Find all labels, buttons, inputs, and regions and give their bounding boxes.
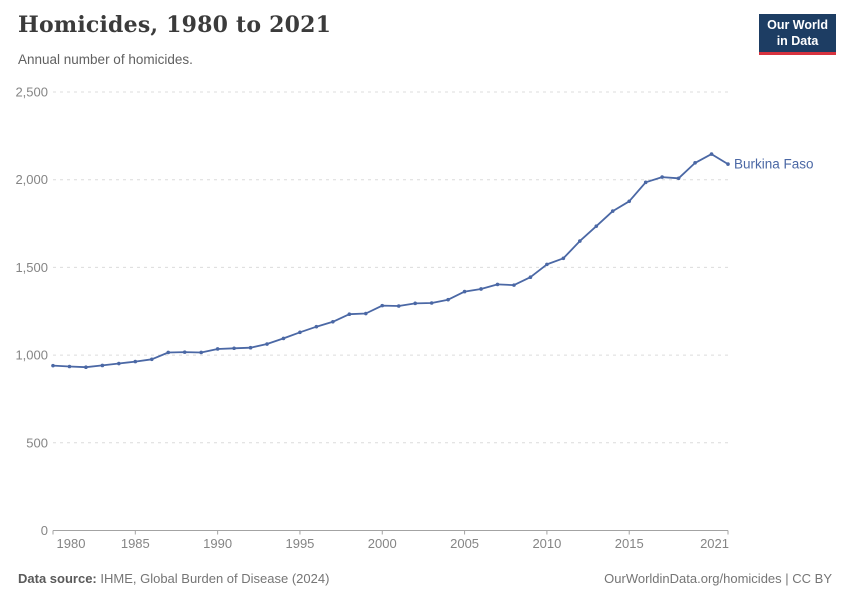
x-axis-tick-label: 1980 [57,536,86,551]
data-point [182,350,187,354]
series-label-burkina-faso: Burkina Faso [734,157,814,172]
data-point [347,312,352,317]
data-point [149,357,154,362]
data-point [314,324,319,329]
x-axis-tick-label: 2010 [532,536,561,551]
data-point [561,256,566,261]
data-point [232,346,236,351]
y-axis-tick-label: 500 [26,435,48,450]
y-axis-tick-label: 1,000 [15,348,48,363]
data-point [610,209,615,213]
data-point [693,161,697,165]
data-point [331,319,335,324]
data-point [528,275,533,280]
data-point [215,347,220,351]
chart-title: Homicides, 1980 to 2021 [18,12,332,38]
data-point [281,336,286,341]
data-point [512,283,516,287]
data-point [67,364,72,369]
chart-subtitle: Annual number of homicides. [18,52,193,67]
data-point [627,199,632,204]
credit-note: OurWorldinData.org/homicides | CC BY [604,571,832,586]
data-point [479,287,483,291]
data-point [265,342,269,346]
data-point [676,176,681,181]
data-source-note: Data source: IHME, Global Burden of Dise… [18,571,329,586]
data-point [298,330,302,335]
data-point [100,363,105,368]
data-point [166,350,171,355]
owid-logo-line1: Our World [767,18,828,32]
data-point [429,301,434,305]
data-point [413,301,417,306]
x-axis-tick-label: 2000 [368,536,397,551]
y-axis-tick-label: 2,500 [15,85,48,100]
owid-logo-line2: in Data [776,33,819,48]
y-axis-tick-label: 2,000 [15,172,48,187]
data-point [726,162,730,166]
data-point [578,239,582,243]
y-axis-tick-label: 1,500 [15,260,48,275]
x-axis-tick-label: 2015 [615,536,644,551]
chart-footer: Data source: IHME, Global Burden of Dise… [18,571,832,586]
data-point [380,303,385,308]
data-point [495,282,500,287]
x-axis-tick-label: 1995 [285,536,314,551]
data-point [594,224,599,228]
data-point [133,359,138,364]
data-point [248,345,253,350]
data-point [660,175,664,179]
data-point [51,363,55,368]
data-point [364,311,368,316]
data-point [117,361,121,366]
y-axis-tick-label: 0 [41,523,48,538]
x-axis-tick-label: 1990 [203,536,232,551]
data-point [199,350,203,355]
data-point [545,262,549,267]
data-source-text: IHME, Global Burden of Disease (2024) [96,571,330,586]
series-line-burkina-faso [52,153,729,369]
owid-logo: Our World in Data [759,14,836,56]
data-point [709,152,714,156]
data-point [84,365,88,370]
data-point [446,297,450,302]
x-axis-tick-label: 2021 [700,536,729,551]
x-axis-tick-label: 1985 [121,536,150,551]
data-point [462,289,467,294]
data-point [643,180,648,185]
data-point [396,304,401,308]
data-source-label: Data source: [18,571,97,586]
x-axis-tick-label: 2005 [450,536,479,551]
